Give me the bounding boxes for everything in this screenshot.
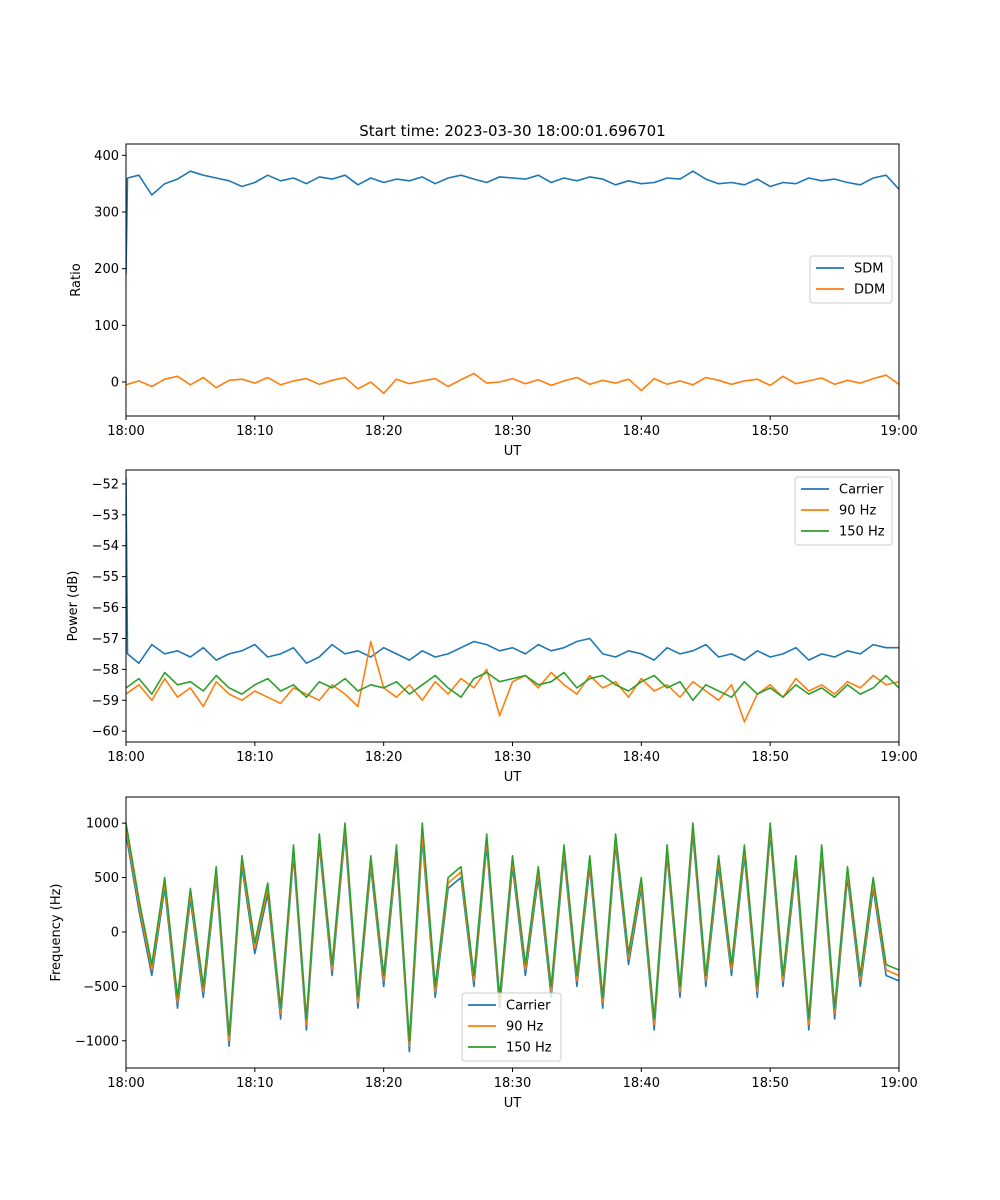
x-tick-label: 18:40 [623,424,660,439]
series-group [126,822,899,1053]
x-tick-label: 18:10 [236,424,273,439]
y-tick-label: −1000 [75,1034,119,1049]
legend: SDM DDM [809,255,893,304]
x-tick-label: 18:40 [623,1076,660,1091]
y-tick-label: 0 [111,925,119,940]
panels: 18:00 18:10 18:20 18:30 18:40 18:50 19:00 0 100 2… [49,143,918,1111]
y-axis-label: Frequency (Hz) [49,883,64,981]
legend-label: SDM [854,262,883,277]
legend-box [794,476,893,546]
y-tick-label: −60 [92,725,119,740]
legend-label: 150 Hz [839,525,885,540]
chart-panel-2: 18:00 18:10 18:20 18:30 18:40 18:50 19:00 −52 −5… [66,469,918,785]
y-tick-label: −57 [92,632,119,647]
figure-title: Start time: 2023-03-30 18:00:01.696701 [359,122,665,140]
y-tick-label: 500 [94,871,119,886]
legend-label: Carrier [839,483,884,498]
x-tick-label: 18:20 [365,750,402,765]
x-axis-label: UT [504,444,522,459]
x-tick-label: 18:30 [494,424,531,439]
y-axis-label: Ratio [69,263,84,296]
y-tick-label: −54 [92,539,119,554]
y-tick-label: −58 [92,663,119,678]
y-tick-label: 1000 [86,817,119,832]
series-line-carrier [126,477,899,664]
y-tick-label: −500 [83,980,119,995]
x-tick-label: 18:50 [751,1076,788,1091]
x-tick-label: 18:30 [494,1076,531,1091]
legend-label: 150 Hz [506,1041,552,1056]
series-line-150-hz [126,822,899,1042]
x-tick-label: 18:50 [751,424,788,439]
x-tick-label: 19:00 [880,750,917,765]
legend: Carrier 90 Hz 150 Hz [794,476,893,546]
x-axis-label: UT [504,1096,522,1111]
legend-label: DDM [854,283,885,298]
y-tick-label: 100 [94,319,119,334]
legend-label: 90 Hz [839,504,876,519]
series-line-150-hz [126,671,899,702]
x-tick-label: 18:40 [623,750,660,765]
x-axis-label: UT [504,770,522,785]
chart-panel-3: 18:00 18:10 18:20 18:30 18:40 18:50 19:00 1000 5… [49,796,918,1111]
chart-panel-1: 18:00 18:10 18:20 18:30 18:40 18:50 19:00 0 100 2… [69,143,918,459]
x-tick-label: 19:00 [880,1076,917,1091]
y-tick-label: −53 [92,508,119,523]
x-tick-label: 18:00 [107,424,144,439]
x-tick-label: 18:10 [236,750,273,765]
y-tick-label: 200 [94,262,119,277]
x-tick-label: 18:10 [236,1076,273,1091]
y-tick-label: 0 [111,376,119,391]
x-tick-label: 18:20 [365,424,402,439]
x-tick-label: 18:50 [751,750,788,765]
y-tick-label: 400 [94,149,119,164]
x-tick-label: 18:00 [107,750,144,765]
x-tick-label: 18:00 [107,1076,144,1091]
x-tick-label: 19:00 [880,424,917,439]
legend: Carrier 90 Hz 150 Hz [461,992,562,1062]
y-tick-label: −56 [92,601,119,616]
y-tick-label: −59 [92,694,119,709]
legend-label: Carrier [506,999,551,1014]
y-axis-label: Power (dB) [66,571,81,642]
series-line-sdm [126,170,899,275]
x-tick-label: 18:30 [494,750,531,765]
y-tick-label: 300 [94,206,119,221]
legend-box [461,992,562,1062]
x-tick-label: 18:20 [365,1076,402,1091]
series-line-90-hz [126,640,899,723]
y-tick-label: −52 [92,477,119,492]
series-line-ddm [126,372,899,395]
series-group [126,170,899,395]
y-tick-label: −55 [92,570,119,585]
series-group [126,477,899,723]
legend-label: 90 Hz [506,1020,543,1035]
